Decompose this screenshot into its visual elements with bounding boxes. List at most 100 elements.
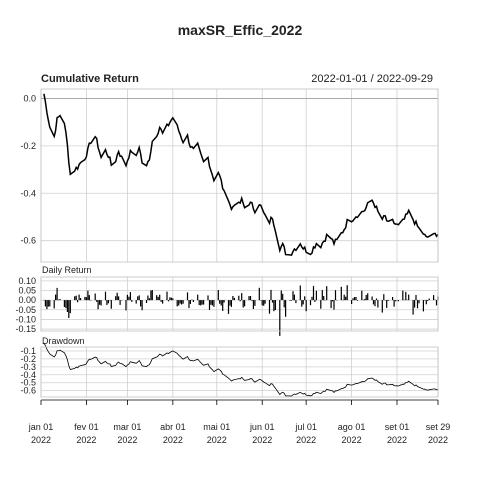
daily-return-bar <box>202 300 203 305</box>
daily-return-bar <box>224 300 225 302</box>
daily-return-bar <box>125 300 126 310</box>
daily-return-bar <box>108 300 109 303</box>
daily-return-bar <box>219 300 220 304</box>
daily-return-bar <box>152 290 153 300</box>
daily-return-bar <box>294 295 295 301</box>
daily-return-bar <box>259 288 260 300</box>
daily-return-bar <box>417 300 418 308</box>
daily-return-bar <box>357 300 358 301</box>
daily-return-bar <box>364 299 365 300</box>
daily-return-bar <box>414 300 415 308</box>
daily-return-bar <box>331 300 332 308</box>
daily-return-bar <box>166 292 167 301</box>
daily-return-bar <box>89 295 90 300</box>
daily-return-bar <box>241 293 242 300</box>
x-tick-label-4: mai 01 <box>203 422 230 432</box>
ytick-label-p2-5: -0.6 <box>20 386 36 396</box>
daily-return-bar <box>332 300 333 301</box>
daily-return-bar <box>351 300 352 304</box>
daily-return-bar <box>178 300 179 305</box>
daily-return-bar <box>229 300 230 306</box>
chart-title: maxSR_Effic_2022 <box>178 22 303 38</box>
daily-return-bar <box>65 300 66 308</box>
daily-return-bar <box>181 300 182 304</box>
daily-return-bar <box>200 300 201 305</box>
x-tick-label-8: set 01 <box>385 422 410 432</box>
daily-return-bar <box>405 292 406 300</box>
daily-return-bar <box>98 300 99 309</box>
daily-return-bar <box>146 300 147 303</box>
daily-return-bar <box>304 296 305 300</box>
daily-return-bar <box>171 298 172 301</box>
daily-return-bar <box>156 295 157 300</box>
daily-return-bar <box>187 292 188 300</box>
daily-return-bar <box>232 296 233 300</box>
daily-return-bar <box>54 300 55 308</box>
x-tick-year-label-2: 2022 <box>117 435 137 445</box>
ytick-label-p1-2: 0.00 <box>18 295 36 305</box>
ytick-label-p1-4: -0.10 <box>15 314 36 324</box>
daily-return-bar <box>383 294 384 300</box>
daily-return-bar <box>111 300 112 309</box>
daily-return-bar <box>433 295 434 300</box>
daily-return-bar <box>199 300 200 305</box>
x-tick-label-0: jan 01 <box>28 422 54 432</box>
daily-return-bar <box>77 300 78 302</box>
daily-return-bar <box>128 297 129 301</box>
cumulative-return-title: Cumulative Return <box>41 73 139 85</box>
panel-frame-2 <box>41 347 438 397</box>
daily-return-bar <box>228 300 229 314</box>
daily-return-bar <box>191 300 192 301</box>
x-tick-year-label-1: 2022 <box>76 435 96 445</box>
daily-return-bar <box>402 291 403 301</box>
daily-return-bar <box>263 300 264 306</box>
daily-return-bar <box>207 295 208 300</box>
daily-return-bar <box>269 300 270 314</box>
daily-return-bar <box>408 295 409 301</box>
daily-return-bar <box>203 300 204 305</box>
daily-return-bar <box>99 300 100 305</box>
daily-return-bar <box>251 300 252 301</box>
daily-return-bar <box>48 300 49 307</box>
daily-return-bar <box>323 296 324 300</box>
daily-return-bar <box>159 295 160 300</box>
x-tick-label-6: jul 01 <box>294 422 317 432</box>
daily-return-bar <box>115 296 116 300</box>
daily-return-bar <box>423 300 424 311</box>
daily-return-bar <box>158 297 159 300</box>
daily-return-bar <box>213 300 214 307</box>
daily-return-bar <box>361 291 362 300</box>
daily-return-bar <box>222 300 223 311</box>
daily-return-bar <box>140 300 141 306</box>
daily-return-bar <box>209 300 210 310</box>
daily-return-bar <box>279 300 280 336</box>
daily-return-bar <box>70 300 71 313</box>
daily-return-bar <box>275 300 276 310</box>
daily-return-bar <box>130 292 131 300</box>
daily-return-bar <box>341 287 342 300</box>
daily-return-bar <box>105 292 106 301</box>
daily-return-bar <box>136 300 137 304</box>
daily-return-bar <box>295 300 296 303</box>
daily-return-bar <box>197 295 198 301</box>
drawdown-title: Drawdown <box>42 336 85 346</box>
daily-return-bar <box>45 300 46 306</box>
daily-return-bar <box>250 296 251 300</box>
ytick-label-p0-2: -0.4 <box>20 188 36 198</box>
daily-return-bar <box>429 299 430 301</box>
daily-return-bar <box>177 300 178 306</box>
x-tick-year-label-6: 2022 <box>296 435 316 445</box>
daily-return-bar <box>101 300 102 305</box>
x-tick-label-7: ago 01 <box>338 422 366 432</box>
x-tick-year-label-3: 2022 <box>163 435 183 445</box>
daily-return-bar <box>310 300 311 305</box>
daily-return-bar <box>326 286 327 300</box>
daily-return-bar <box>67 300 68 312</box>
daily-return-bar <box>117 293 118 300</box>
daily-return-bar <box>386 300 387 308</box>
ytick-label-p1-3: -0.05 <box>15 305 36 315</box>
daily-return-bar <box>427 300 428 301</box>
daily-return-bar <box>240 300 241 301</box>
daily-return-bar <box>147 296 148 301</box>
daily-return-bar <box>289 300 290 301</box>
